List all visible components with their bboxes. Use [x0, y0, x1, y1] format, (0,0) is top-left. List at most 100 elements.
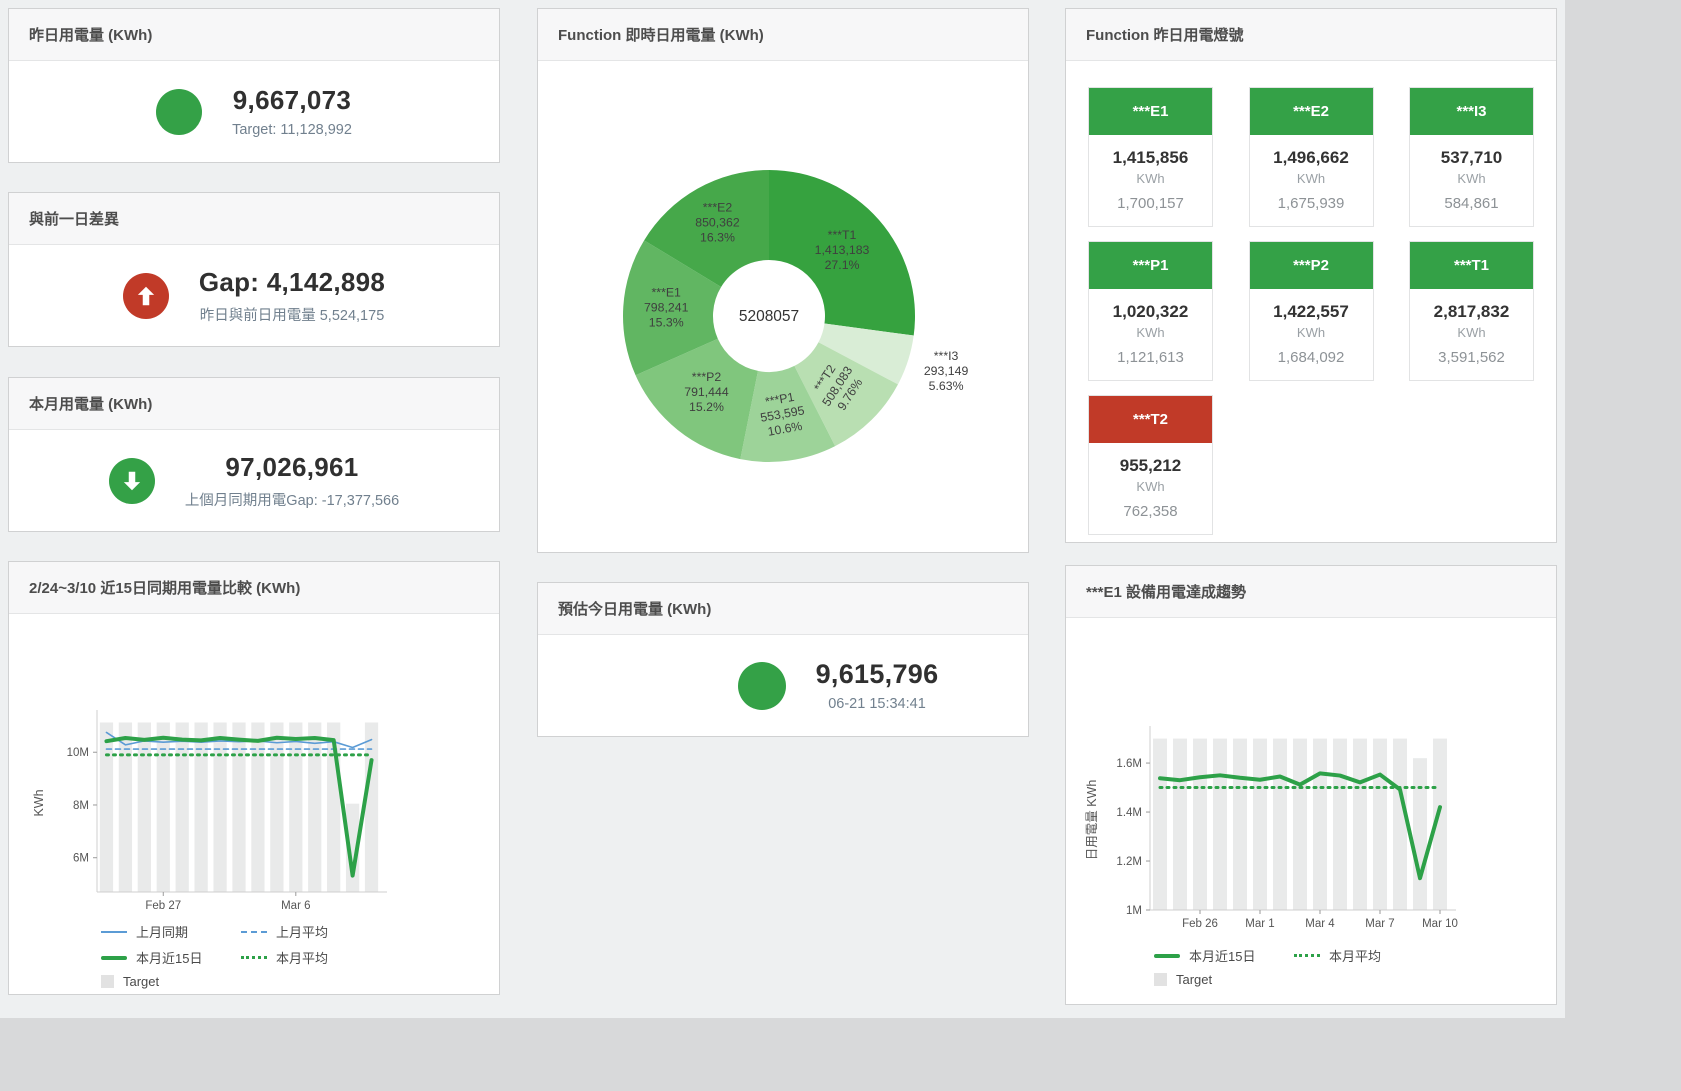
line-chart-svg: 1M 1.2M 1.4M 1.6M Feb 26 Mar 1 Mar 4 Mar 7 Mar 1…: [1085, 726, 1458, 930]
status-circle-icon: [737, 661, 786, 710]
legend-label: 上月平均: [276, 925, 329, 940]
legend-item[interactable]: 本月平均: [1294, 946, 1434, 965]
down-arrow-icon: [108, 457, 155, 504]
tile-value: 1,415,856: [1112, 148, 1189, 167]
panel-title[interactable]: 本月用電量 (KWh): [29, 396, 153, 413]
legend-swatch-box-icon: [1154, 973, 1167, 986]
legend-row: Target: [1154, 972, 1556, 987]
panel-title[interactable]: 2/24~3/10 近15日同期用電量比較 (KWh): [29, 580, 301, 597]
legend-item[interactable]: 上月同期: [101, 922, 241, 941]
donut-slice-label: ***E1 798,241 15.3%: [644, 285, 689, 329]
e1-chart-legend: 本月近15日 本月平均 Target: [1154, 946, 1556, 994]
legend-label: 上月同期: [136, 925, 189, 940]
x-tick-label: Feb 27: [145, 900, 181, 912]
target-bar: [1433, 738, 1447, 910]
stat-subtitle: 上個月同期用電Gap: -17,377,566: [184, 492, 400, 509]
x-tick-label: Feb 26: [1182, 918, 1218, 930]
series-line: [1158, 771, 1442, 881]
panel-title[interactable]: ***E1 設備用電達成趨勢: [1086, 584, 1247, 601]
target-bar: [175, 722, 189, 892]
panel-15day-compare: 2/24~3/10 近15日同期用電量比較 (KWh) 6M 8M 10M Feb 2…: [8, 561, 500, 995]
line-chart-svg: 6M 8M 10M Feb 27 Mar 6 KWh: [32, 710, 387, 912]
tile-unit: KWh: [1136, 479, 1165, 494]
donut-svg: ***T1 1,413,183 27.1%***I3 293,149 5.63%***T…: [623, 170, 968, 462]
target-bar: [232, 722, 246, 892]
legend-swatch-thick-icon: [101, 955, 127, 960]
y-tick-label: 1.4M: [1116, 807, 1142, 819]
panel-realtime-donut: Function 即時日用電量 (KWh) ***T1 1,413,183 27.1…: [537, 8, 1029, 553]
legend-item[interactable]: 上月平均: [241, 922, 381, 941]
legend-label: Target: [1176, 972, 1213, 987]
status-circle-icon: [156, 88, 203, 135]
legend-row: 本月近15日 本月平均: [1154, 946, 1556, 965]
legend-row: 本月近15日 本月平均: [101, 948, 499, 967]
device-tile-p2: ***P2 1,422,557 KWh 1,684,092: [1248, 241, 1374, 381]
y-tick-label: 1.2M: [1116, 856, 1142, 868]
tile-target: 1,700,157: [1117, 195, 1184, 212]
device-tile-p1: ***P1 1,020,322 KWh 1,121,613: [1088, 241, 1213, 381]
panel-title[interactable]: 昨日用電量 (KWh): [29, 27, 153, 44]
legend-swatch-line-icon: [101, 930, 127, 933]
stat-subtitle: Target: 11,128,992: [232, 122, 352, 138]
donut-slice: [769, 170, 915, 336]
donut-center-total: 5208057: [739, 308, 799, 325]
device-tile-t2: ***T2 955,212 KWh 762,358: [1088, 395, 1213, 535]
x-tick-label: Mar 6: [281, 900, 310, 912]
panel-title[interactable]: 預估今日用電量 (KWh): [558, 601, 712, 618]
panel-yesterday-usage: 昨日用電量 (KWh) 9,667,073 Target: 11,128,992: [8, 8, 500, 163]
panel-body: ***T1 1,413,183 27.1% ***I3 293,149 5.63% ***T…: [538, 61, 1028, 552]
y-tick-label: 1.6M: [1116, 758, 1142, 770]
panel-title[interactable]: Function 昨日用電燈號: [1086, 27, 1244, 44]
tile-label: ***P1: [1089, 242, 1212, 289]
target-bar: [1213, 738, 1227, 910]
panel-body: ***E1 1,415,856 KWh 1,700,157 ***E2 1,49…: [1066, 61, 1556, 542]
legend-item[interactable]: 本月近15日: [1154, 946, 1294, 965]
donut-slice-label: ***P1553,59510.6%: [757, 389, 809, 440]
panel-estimate-today: 預估今日用電量 (KWh) 9,615,796 06-21 15:34:41: [537, 582, 1029, 737]
target-bar: [270, 722, 284, 892]
panel-header: 預估今日用電量 (KWh): [538, 583, 1028, 635]
device-tile-e2: ***E2 1,496,662 KWh 1,675,939: [1248, 87, 1374, 227]
target-bar: [156, 722, 170, 892]
legend-item[interactable]: Target: [1154, 972, 1294, 987]
tile-value: 537,710: [1440, 148, 1503, 167]
device-tile-t1: ***T1 2,817,832 KWh 3,591,562: [1409, 241, 1534, 381]
legend-item[interactable]: 本月近15日: [101, 948, 241, 967]
legend-swatch-dots-icon: [241, 956, 267, 959]
target-bar: [289, 722, 303, 892]
legend-swatch-dash-icon: [241, 930, 267, 933]
tile-label: ***P2: [1249, 242, 1373, 289]
target-bar: [1173, 738, 1187, 910]
tile-target: 762,358: [1123, 503, 1178, 520]
legend-label: Target: [123, 974, 160, 989]
donut-slice-label: ***P2 791,444 15.2%: [684, 370, 729, 414]
panel-header: 本月用電量 (KWh): [9, 378, 499, 430]
legend-label: 本月平均: [1329, 949, 1382, 964]
tile-unit: KWh: [1136, 325, 1165, 340]
compare-chart-legend: 上月同期 上月平均本月近15日 本月平均 Target: [101, 922, 499, 994]
legend-item[interactable]: Target: [101, 974, 241, 989]
y-axis-label: KWh: [32, 789, 46, 816]
target-bar: [137, 722, 151, 892]
panel-e1-trend: ***E1 設備用電達成趨勢 1M 1.2M 1.4M 1.6M Feb 26 Mar 1…: [1065, 565, 1557, 1005]
donut-slice: [740, 365, 836, 462]
y-tick-label: 6M: [73, 853, 89, 865]
tile-unit: KWh: [1296, 325, 1326, 340]
tile-target: 584,861: [1444, 195, 1499, 212]
tile-value: 1,496,662: [1273, 148, 1349, 167]
legend-item[interactable]: 本月平均: [241, 948, 381, 967]
legend-label: 本月平均: [276, 951, 329, 966]
target-bar: [1233, 738, 1247, 910]
tile-value: 955,212: [1119, 456, 1182, 475]
series-line: [105, 731, 373, 749]
tile-label: ***T1: [1410, 242, 1533, 289]
realtime-donut-chart: ***T1 1,413,183 27.1% ***I3 293,149 5.63% ***T…: [538, 61, 1028, 552]
panel-title[interactable]: Function 即時日用電量 (KWh): [558, 27, 764, 44]
panel-body: 6M 8M 10M Feb 27 Mar 6 KWh 上月同期 上月平均 本月近15日 本月平均…: [9, 614, 499, 994]
legend-row: 上月同期 上月平均: [101, 922, 499, 941]
panel-title[interactable]: 與前一日差異: [29, 211, 120, 228]
legend-label: 本月近15日: [136, 951, 203, 966]
stat-value: 9,667,073: [232, 85, 352, 115]
compare-line-chart: 6M 8M 10M Feb 27 Mar 6 KWh: [9, 614, 499, 920]
target-bar: [194, 722, 208, 892]
